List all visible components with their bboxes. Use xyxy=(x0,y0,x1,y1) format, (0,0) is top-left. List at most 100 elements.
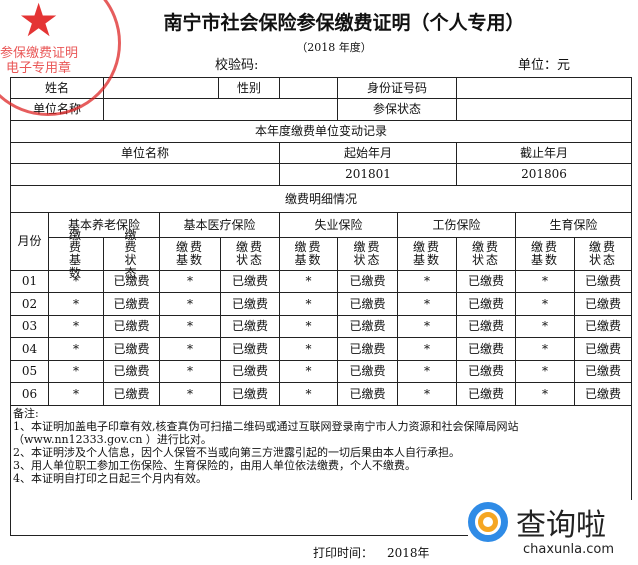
insurance-header: 生育保险 xyxy=(515,212,632,238)
sub-header: 缴费基数 xyxy=(515,237,575,271)
status-cell: 已缴费 xyxy=(220,382,280,406)
star-icon: ★ xyxy=(18,0,60,47)
base-cell: * xyxy=(48,382,104,406)
base-cell: * xyxy=(159,270,221,293)
status-cell: 已缴费 xyxy=(220,360,280,383)
magnifier-inner-icon xyxy=(478,512,498,532)
base-cell: * xyxy=(515,292,575,316)
detail-title: 缴费明细情况 xyxy=(10,185,632,213)
sub-header: 缴费基数 xyxy=(159,237,221,271)
base-cell: * xyxy=(515,360,575,383)
page-title: 南宁市社会保险参保缴费证明（个人专用） xyxy=(163,12,525,34)
base-cell: * xyxy=(159,315,221,338)
search-magnifier-icon xyxy=(468,502,508,542)
change-header: 起始年月 xyxy=(279,142,457,164)
watermark-logo: 查询啦 chaxunla.com xyxy=(468,500,633,560)
print-time-value: 2018年 xyxy=(387,546,430,560)
month-cell: 05 xyxy=(10,360,49,383)
status-cell: 已缴费 xyxy=(456,360,516,383)
verify-code-label: 校验码: xyxy=(215,58,259,73)
base-cell: * xyxy=(397,315,457,338)
status-cell: 已缴费 xyxy=(456,315,516,338)
unit-label: 单位：元 xyxy=(518,58,571,73)
month-cell: 06 xyxy=(10,382,49,406)
change-cell xyxy=(10,163,280,186)
status-cell: 已缴费 xyxy=(337,337,398,361)
status-cell: 已缴费 xyxy=(103,360,160,383)
base-cell: * xyxy=(279,270,338,293)
status-cell: 已缴费 xyxy=(103,337,160,361)
month-header: 月份 xyxy=(10,212,49,271)
employer-value xyxy=(103,98,338,121)
note-4: 4、本证明自打印之日起三个月内有效。 xyxy=(13,472,207,485)
status-cell: 已缴费 xyxy=(220,270,280,293)
sub-header: 缴费状态 xyxy=(103,229,160,279)
insurance-header: 工伤保险 xyxy=(397,212,516,238)
base-cell: * xyxy=(397,382,457,406)
base-cell: * xyxy=(279,337,338,361)
status-cell: 已缴费 xyxy=(337,360,398,383)
notes-heading: 备注: xyxy=(13,407,39,420)
note-1: 1、本证明加盖电子印章有效,核查真伪可扫描二维码或通过互联网登录南宁市人力资源和… xyxy=(13,420,519,446)
sub-header: 缴费状态 xyxy=(574,237,632,271)
base-cell: * xyxy=(159,360,221,383)
status-cell: 已缴费 xyxy=(456,292,516,316)
status-cell: 已缴费 xyxy=(337,270,398,293)
base-cell: * xyxy=(159,292,221,316)
base-cell: * xyxy=(48,337,104,361)
change-header: 截止年月 xyxy=(456,142,632,164)
status-cell: 已缴费 xyxy=(456,337,516,361)
stamp-text-line1: 参保缴费证明 xyxy=(0,46,79,61)
change-cell: 201806 xyxy=(456,163,632,186)
insurance-header: 基本医疗保险 xyxy=(159,212,280,238)
sub-header: 缴费状态 xyxy=(220,237,280,271)
watermark-url: chaxunla.com xyxy=(523,542,614,557)
gender-value xyxy=(279,77,338,99)
month-cell: 02 xyxy=(10,292,49,316)
base-cell: * xyxy=(279,360,338,383)
name-value xyxy=(103,77,219,99)
print-time-label: 打印时间： xyxy=(313,546,374,560)
base-cell: * xyxy=(279,382,338,406)
note-2: 2、本证明涉及个人信息，因个人保管不当或向第三方泄露引起的一切后果由本人自行承担… xyxy=(13,446,460,459)
status-cell: 已缴费 xyxy=(103,382,160,406)
sub-header: 缴费状态 xyxy=(337,237,398,271)
sub-header: 缴费基数 xyxy=(279,237,338,271)
status-cell: 已缴费 xyxy=(337,315,398,338)
status-label: 参保状态 xyxy=(337,98,457,121)
base-cell: * xyxy=(397,360,457,383)
note-3: 3、用人单位职工参加工伤保险、生育保险的，由用人单位依法缴费，个人不缴费。 xyxy=(13,459,416,472)
status-cell: 已缴费 xyxy=(103,270,160,293)
status-cell: 已缴费 xyxy=(456,382,516,406)
month-cell: 03 xyxy=(10,315,49,338)
base-cell: * xyxy=(515,315,575,338)
base-cell: * xyxy=(515,337,575,361)
base-cell: * xyxy=(279,315,338,338)
status-cell: 已缴费 xyxy=(574,270,632,293)
status-cell: 已缴费 xyxy=(574,292,632,316)
base-cell: * xyxy=(397,270,457,293)
sub-header: 缴费基数 xyxy=(397,237,457,271)
status-cell: 已缴费 xyxy=(220,292,280,316)
status-value xyxy=(456,98,632,121)
change-header: 单位名称 xyxy=(10,142,280,164)
status-cell: 已缴费 xyxy=(574,337,632,361)
change-record-title: 本年度缴费单位变动记录 xyxy=(10,120,632,143)
month-cell: 04 xyxy=(10,337,49,361)
base-cell: * xyxy=(397,292,457,316)
change-cell: 201801 xyxy=(279,163,457,186)
print-time: 打印时间： 2018年 xyxy=(313,544,430,561)
base-cell: * xyxy=(48,292,104,316)
status-cell: 已缴费 xyxy=(220,337,280,361)
insurance-header: 失业保险 xyxy=(279,212,398,238)
base-cell: * xyxy=(48,315,104,338)
status-cell: 已缴费 xyxy=(574,315,632,338)
base-cell: * xyxy=(279,292,338,316)
base-cell: * xyxy=(48,360,104,383)
status-cell: 已缴费 xyxy=(456,270,516,293)
id-label: 身份证号码 xyxy=(337,77,457,99)
base-cell: * xyxy=(397,337,457,361)
status-cell: 已缴费 xyxy=(337,292,398,316)
stamp-text-line2: 电子专用章 xyxy=(6,61,72,76)
status-cell: 已缴费 xyxy=(103,292,160,316)
